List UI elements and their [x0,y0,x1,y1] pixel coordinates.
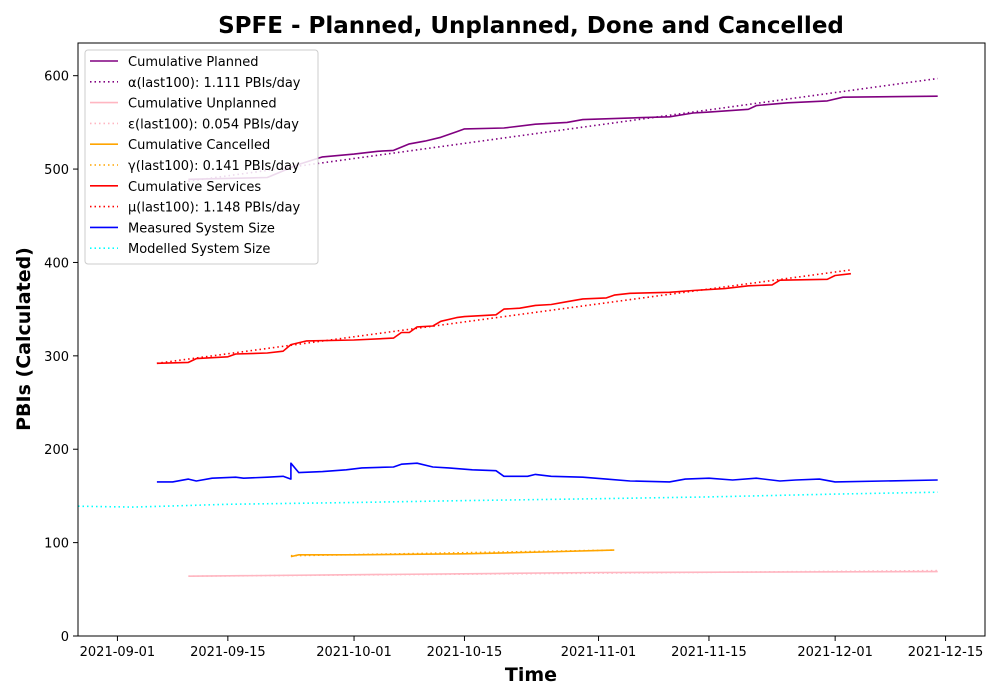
series-line-4 [188,569,938,577]
legend-entry: µ(last100): 1.148 PBIs/day [128,201,300,216]
x-tick-label: 2021-11-15 [671,645,747,660]
y-tick-label: 600 [44,70,69,85]
series-line-1 [188,95,938,181]
legend-entry: Cumulative Planned [128,55,258,70]
y-tick-label: 100 [44,537,69,552]
plot-frame [77,42,986,637]
x-tick-label: 2021-09-15 [190,645,266,660]
legend-entry: Cumulative Unplanned [128,97,277,112]
y-axis: 0 100 200 300 400 500 600 [44,70,78,645]
legend-entry: Cumulative Cancelled [128,138,270,153]
chart-title: SPFE - Planned, Unplanned, Done and Canc… [218,13,844,39]
y-axis-label: PBIs (Calculated) [13,247,35,431]
legend-entry: Measured System Size [128,221,275,236]
x-axis-label: Time [505,664,557,686]
x-tick-label: 2021-12-15 [908,645,984,660]
series-line-7 [156,272,851,365]
x-tick-label: 2021-11-01 [561,645,637,660]
legend-entry: ε(last100): 0.054 PBIs/day [128,117,299,132]
legend-entry: γ(last100): 0.141 PBIs/day [128,159,300,174]
y-tick-label: 400 [44,256,69,271]
series-line-9 [156,462,938,483]
y-tick-label: 200 [44,443,69,458]
series-line-10 [78,491,938,508]
x-tick-label: 2021-09-01 [80,645,156,660]
x-tick-label: 2021-10-15 [427,645,503,660]
x-axis: 2021-09-01 2021-09-15 2021-10-01 2021-10-15… [80,636,984,660]
legend-entry: Modelled System Size [128,242,270,257]
y-tick-label: 500 [44,163,69,178]
legend-box [84,49,319,265]
y-tick-label: 0 [61,630,69,645]
legend-entry: α(last100): 1.111 PBIs/day [128,76,301,91]
y-tick-label: 300 [44,350,69,365]
x-tick-label: 2021-12-01 [797,645,873,660]
legend-entry: Cumulative Services [128,180,261,195]
legend: Cumulative Planned α(last100): 1.111 PBIs… [84,49,319,265]
x-tick-label: 2021-10-01 [316,645,392,660]
